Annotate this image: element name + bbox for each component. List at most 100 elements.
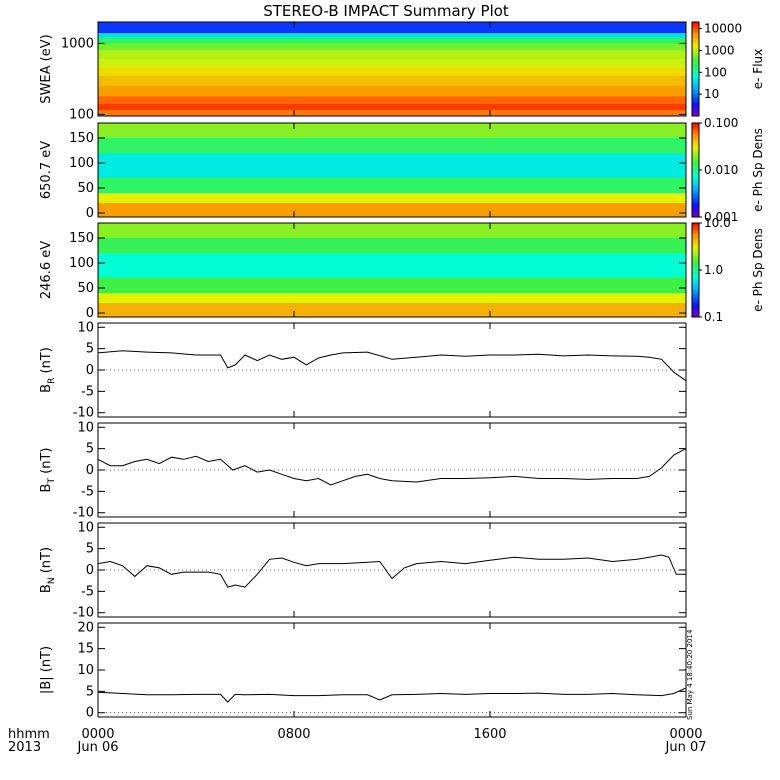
series-line <box>97 554 686 588</box>
y-label-unit: (nT) <box>39 448 54 478</box>
panel-7: 0 5 10 15 20 |B| (nT) <box>39 620 687 721</box>
y-tick-label: 15 <box>77 642 94 657</box>
x-tick-label: 0000 <box>81 727 114 742</box>
panel-2: 0.001 0.010 0.100 e- Ph Sp Dens 0 50 100 150 650… <box>39 116 765 224</box>
panel-frame <box>97 21 687 117</box>
heatmap-band <box>98 178 686 194</box>
y-tick-label: -5 <box>81 484 94 499</box>
y-tick-label: 0 <box>86 463 94 478</box>
colorbar-label: e- Ph Sp Dens <box>751 128 765 212</box>
panel-3: 0.1 1.0 10.0 e- Ph Sp Dens 0 50 100 150 246.6 eV <box>39 216 765 324</box>
panel-frame <box>97 122 687 218</box>
colorbar-tick-label: 100 <box>704 65 727 79</box>
colorbar-gradient <box>691 222 700 318</box>
heatmap-band <box>98 43 686 51</box>
heatmap-band <box>98 50 686 60</box>
y-tick-label: 5 <box>86 342 94 357</box>
y-tick-label: 5 <box>86 684 94 699</box>
timestamp-label: Sun May 4 18:40:20 2014 <box>686 629 694 720</box>
heatmap-2 <box>98 123 686 217</box>
panel-4: -10 -5 0 5 10 BR (nT) <box>39 320 687 421</box>
y-label-main: |B| (nT) <box>39 646 54 694</box>
y-label-subscript: N <box>47 577 57 584</box>
heatmap-band <box>98 104 686 111</box>
y-axis-label: 650.7 eV <box>39 141 54 199</box>
heatmap-band <box>98 75 686 87</box>
heatmap-band <box>98 293 686 304</box>
y-label-main: B <box>39 384 54 393</box>
colorbar-1: 10 100 1000 10000 e- Flux <box>691 21 765 117</box>
y-axis-label: BT (nT) <box>39 448 57 493</box>
y-label-unit: (nT) <box>39 547 54 577</box>
x-tick-date-label: Jun 06 <box>77 740 119 755</box>
panel-frame <box>97 222 687 318</box>
y-tick-label: -10 <box>73 406 94 421</box>
y-tick-label: 10 <box>77 420 94 435</box>
colorbar-2: 0.001 0.010 0.100 e- Ph Sp Dens <box>691 116 765 224</box>
y-tick-label: 0 <box>86 206 94 221</box>
y-axis-label: BR (nT) <box>39 347 57 393</box>
y-axis-label: SWEA (eV) <box>39 34 54 103</box>
heatmap-3 <box>98 223 686 317</box>
heatmap-band <box>98 33 686 39</box>
heatmap-band <box>98 68 686 77</box>
y-axis-label: BN (nT) <box>39 547 57 593</box>
colorbar-tick-label: 10000 <box>704 22 742 36</box>
colorbar-tick-label: 10.0 <box>704 216 731 230</box>
colorbar-tick-label: 0.010 <box>704 163 738 177</box>
y-tick-label: -10 <box>73 506 94 521</box>
heatmap-band <box>98 37 686 44</box>
y-tick-label: 5 <box>86 542 94 557</box>
colorbar-tick-label: 0.100 <box>704 116 738 130</box>
y-tick-label: 0 <box>86 563 94 578</box>
heatmap-band <box>98 303 686 317</box>
y-label-main: SWEA (eV) <box>39 34 54 103</box>
heatmap-band <box>98 22 686 34</box>
heatmap-band <box>98 96 686 105</box>
y-label-main: B <box>39 484 54 493</box>
y-label-subscript: R <box>47 378 57 384</box>
y-label-main: 650.7 eV <box>39 141 54 199</box>
y-tick-label: 1000 <box>61 36 94 51</box>
x-corner-label-2: 2013 <box>8 740 41 755</box>
y-tick-label: 10 <box>77 520 94 535</box>
heatmap-band <box>98 238 686 254</box>
colorbar-tick-label: 1.0 <box>704 263 723 277</box>
panel-5: -10 -5 0 5 10 BT (nT) <box>39 420 687 521</box>
y-axis-label: 246.6 eV <box>39 241 54 299</box>
y-label-main: B <box>39 584 54 593</box>
panel-1: 10 100 1000 10000 e- Flux 100 1000 SWEA (eV) <box>39 21 765 122</box>
y-tick-label: -5 <box>81 584 94 599</box>
x-tick-label: 1600 <box>473 727 506 742</box>
y-tick-label: 50 <box>77 181 94 196</box>
y-tick-label: 0 <box>86 363 94 378</box>
colorbar-tick-label: 0.001 <box>704 210 738 224</box>
y-tick-label: 10 <box>77 663 94 678</box>
colorbar-tick-label: 0.1 <box>704 310 723 324</box>
heatmap-band <box>98 59 686 69</box>
colorbar-label: e- Ph Sp Dens <box>751 228 765 312</box>
colorbar-label: e- Flux <box>751 49 765 89</box>
heatmap-band <box>98 110 686 116</box>
y-label-main: 246.6 eV <box>39 241 54 299</box>
y-tick-label: 5 <box>86 442 94 457</box>
heatmap-band <box>98 86 686 97</box>
y-tick-label: 20 <box>77 620 94 635</box>
y-tick-label: 10 <box>77 320 94 335</box>
x-tick-date-label: Jun 07 <box>665 740 707 755</box>
y-tick-label: -10 <box>73 606 94 621</box>
heatmap-band <box>98 123 686 139</box>
heatmap-band <box>98 278 686 294</box>
x-tick-label: 0000 <box>669 727 702 742</box>
y-tick-label: 150 <box>69 131 94 146</box>
heatmap-band <box>98 138 686 154</box>
y-tick-label: 50 <box>77 281 94 296</box>
colorbar-3: 0.1 1.0 10.0 e- Ph Sp Dens <box>691 216 765 324</box>
series-line <box>97 350 687 382</box>
plot-title: STEREO-B IMPACT Summary Plot <box>263 2 509 20</box>
y-tick-label: 0 <box>86 306 94 321</box>
